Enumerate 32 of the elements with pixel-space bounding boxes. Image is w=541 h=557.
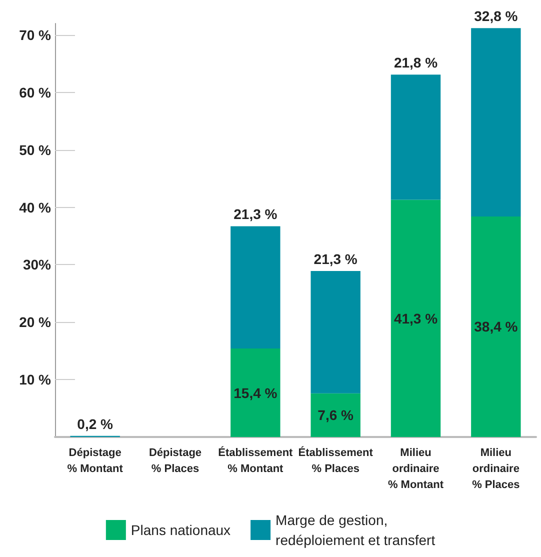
bar bbox=[390, 200, 441, 437]
bar bbox=[390, 74, 441, 200]
bar bbox=[471, 216, 521, 437]
data-label: 15,4 % bbox=[234, 384, 278, 401]
data-label: 7,6 % bbox=[318, 407, 354, 424]
y-tick-label: 30% bbox=[22, 256, 52, 273]
y-tick-label: 20 % bbox=[19, 314, 52, 330]
data-label: 0,2 % bbox=[77, 416, 114, 432]
bar bbox=[310, 271, 360, 394]
y-tick-label: 60 % bbox=[19, 84, 52, 100]
bar bbox=[310, 393, 360, 437]
bar bbox=[471, 28, 521, 216]
y-tick-label: 10 % bbox=[19, 372, 52, 388]
data-label: 21,8 % bbox=[394, 54, 438, 71]
bar bbox=[230, 226, 280, 349]
data-label: 21,3 % bbox=[314, 251, 358, 268]
bar bbox=[230, 348, 280, 437]
data-label: 41,3 % bbox=[394, 310, 438, 326]
x-tick-label: Dépistage % Montant bbox=[67, 447, 124, 475]
y-tick-label: 40 % bbox=[19, 199, 52, 216]
data-label: 38,4 % bbox=[474, 318, 518, 335]
data-label: 21,3 % bbox=[234, 206, 278, 222]
y-tick-label: 70 % bbox=[19, 26, 52, 43]
x-tick-label: Dépistage % Places bbox=[148, 447, 202, 475]
x-tick-label: Milieu ordinaire % Places bbox=[472, 447, 520, 491]
y-tick-label: 50 % bbox=[19, 142, 52, 158]
legend-label: Marge de gestion, redéploiement et transfert bbox=[276, 512, 436, 548]
x-tick-label: Établissement % Places bbox=[298, 446, 374, 475]
legend-label: Plans nationaux bbox=[130, 522, 231, 538]
data-label: 32,8 % bbox=[474, 8, 518, 24]
x-tick-label: Milieu ordinaire % Montant bbox=[388, 447, 444, 491]
x-tick-label: Établissement % Montant bbox=[218, 446, 294, 475]
